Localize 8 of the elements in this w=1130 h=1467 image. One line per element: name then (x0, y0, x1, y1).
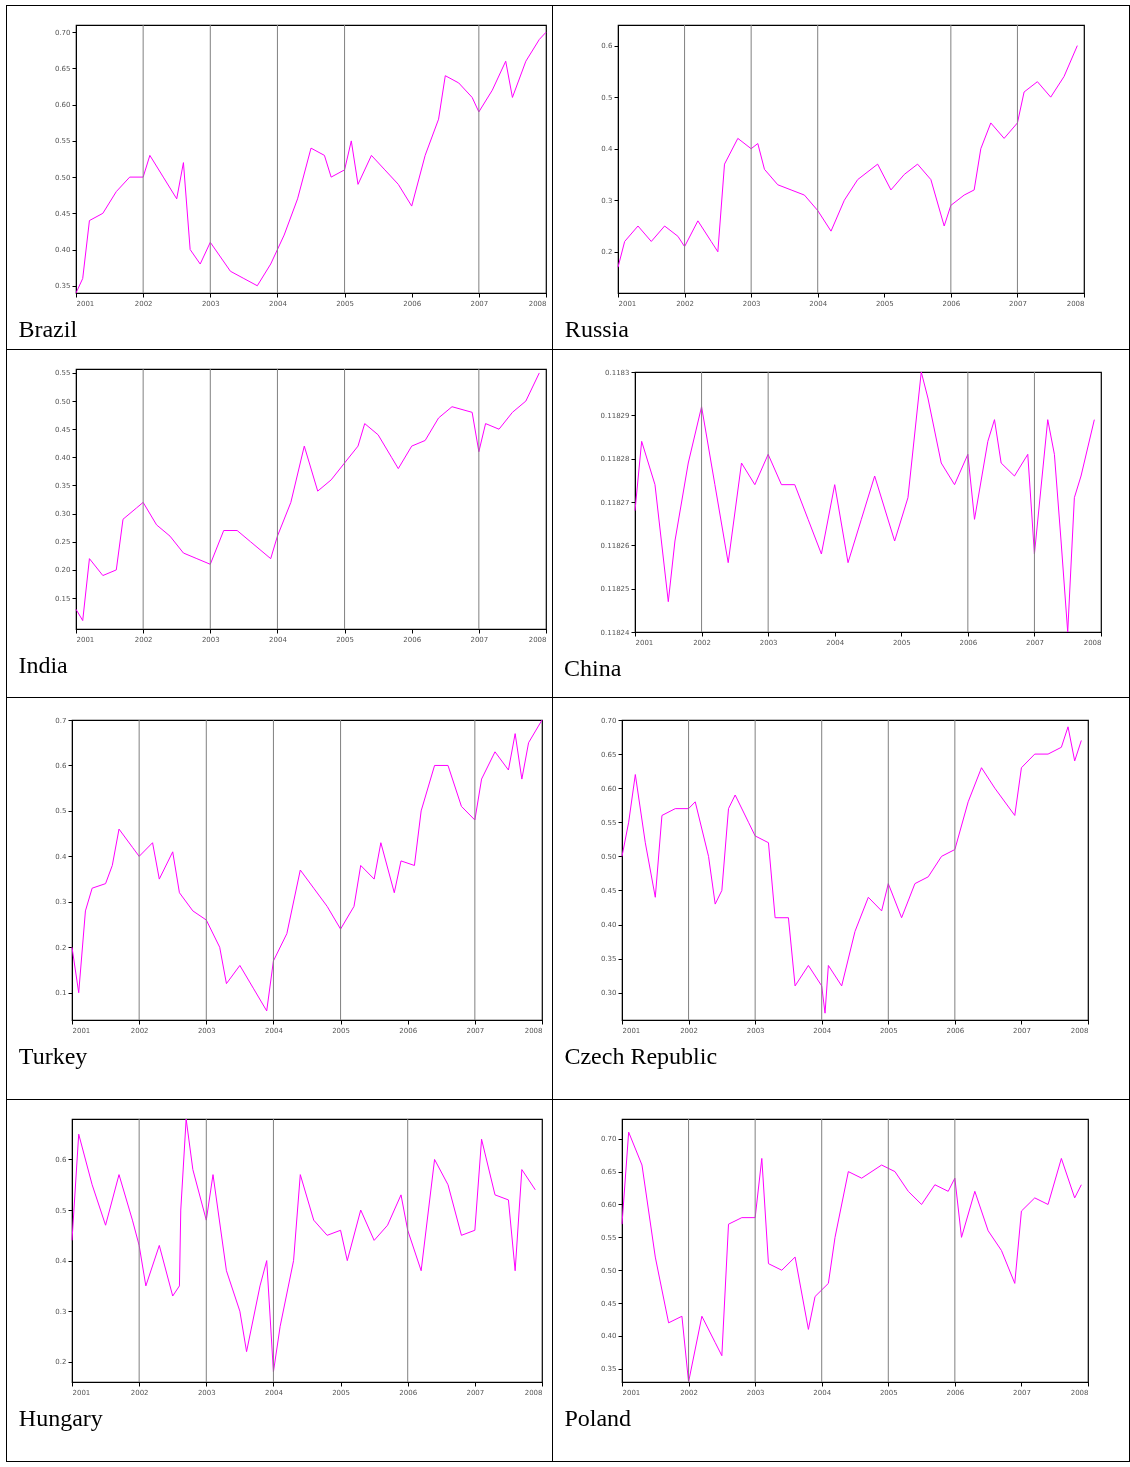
text: Poland (564, 1405, 632, 1431)
text: China (564, 655, 622, 681)
text: Hungary (18, 1405, 103, 1431)
text: Turkey (18, 1043, 88, 1069)
text: Czech Republic (564, 1043, 718, 1069)
text: India (18, 652, 69, 678)
text: Brazil (18, 316, 78, 342)
text: Russia (564, 316, 630, 342)
